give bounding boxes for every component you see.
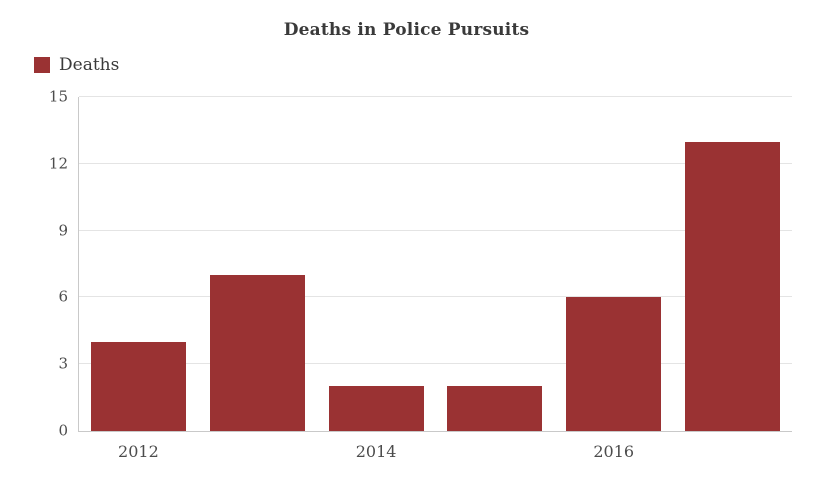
bar-slot-1 bbox=[198, 97, 317, 431]
bar-series-deaths bbox=[79, 97, 792, 431]
legend: Deaths bbox=[34, 55, 119, 75]
y-tick-label-6: 6 bbox=[58, 287, 68, 306]
x-tick-label-empty-5 bbox=[673, 442, 792, 461]
bar-slot-4 bbox=[554, 97, 673, 431]
bar-2-value-2 bbox=[328, 386, 424, 431]
gridline-y-12 bbox=[79, 162, 792, 164]
bar-0-value-4 bbox=[90, 341, 186, 431]
x-tick-label-empty-1 bbox=[198, 442, 317, 461]
y-tick-label-0: 0 bbox=[58, 421, 68, 440]
legend-swatch-deaths bbox=[34, 57, 50, 73]
x-tick-label-2014: 2014 bbox=[355, 442, 397, 461]
bar-4-value-6 bbox=[566, 297, 662, 431]
x-tick-label-2016: 2016 bbox=[593, 442, 635, 461]
x-tick-label-empty-3 bbox=[435, 442, 554, 461]
bar-slot-0 bbox=[79, 97, 198, 431]
bar-5-value-13 bbox=[685, 141, 781, 431]
bar-slot-3 bbox=[435, 97, 554, 431]
x-tick-label-2012: 2012 bbox=[118, 442, 159, 461]
x-axis-tick-labels: 2012 2014 2016 bbox=[79, 431, 792, 461]
bar-slot-2 bbox=[317, 97, 436, 431]
bar-slot-5 bbox=[673, 97, 792, 431]
gridline-y-15 bbox=[79, 96, 792, 97]
legend-label-deaths: Deaths bbox=[59, 55, 120, 75]
y-tick-label-15: 15 bbox=[48, 87, 68, 106]
gridline-y-9 bbox=[79, 229, 792, 231]
gridline-y-6 bbox=[79, 296, 792, 298]
y-tick-label-3: 3 bbox=[58, 354, 68, 373]
chart-title: Deaths in Police Pursuits bbox=[283, 20, 530, 40]
plot-area: 0 3 6 9 12 15 2012 2014 2016 bbox=[49, 89, 792, 461]
y-tick-label-12: 12 bbox=[48, 154, 68, 173]
gridline-y-3 bbox=[79, 363, 792, 365]
bar-3-value-2 bbox=[447, 386, 543, 431]
bar-1-value-7 bbox=[209, 275, 305, 431]
y-tick-label-9: 9 bbox=[58, 221, 68, 240]
